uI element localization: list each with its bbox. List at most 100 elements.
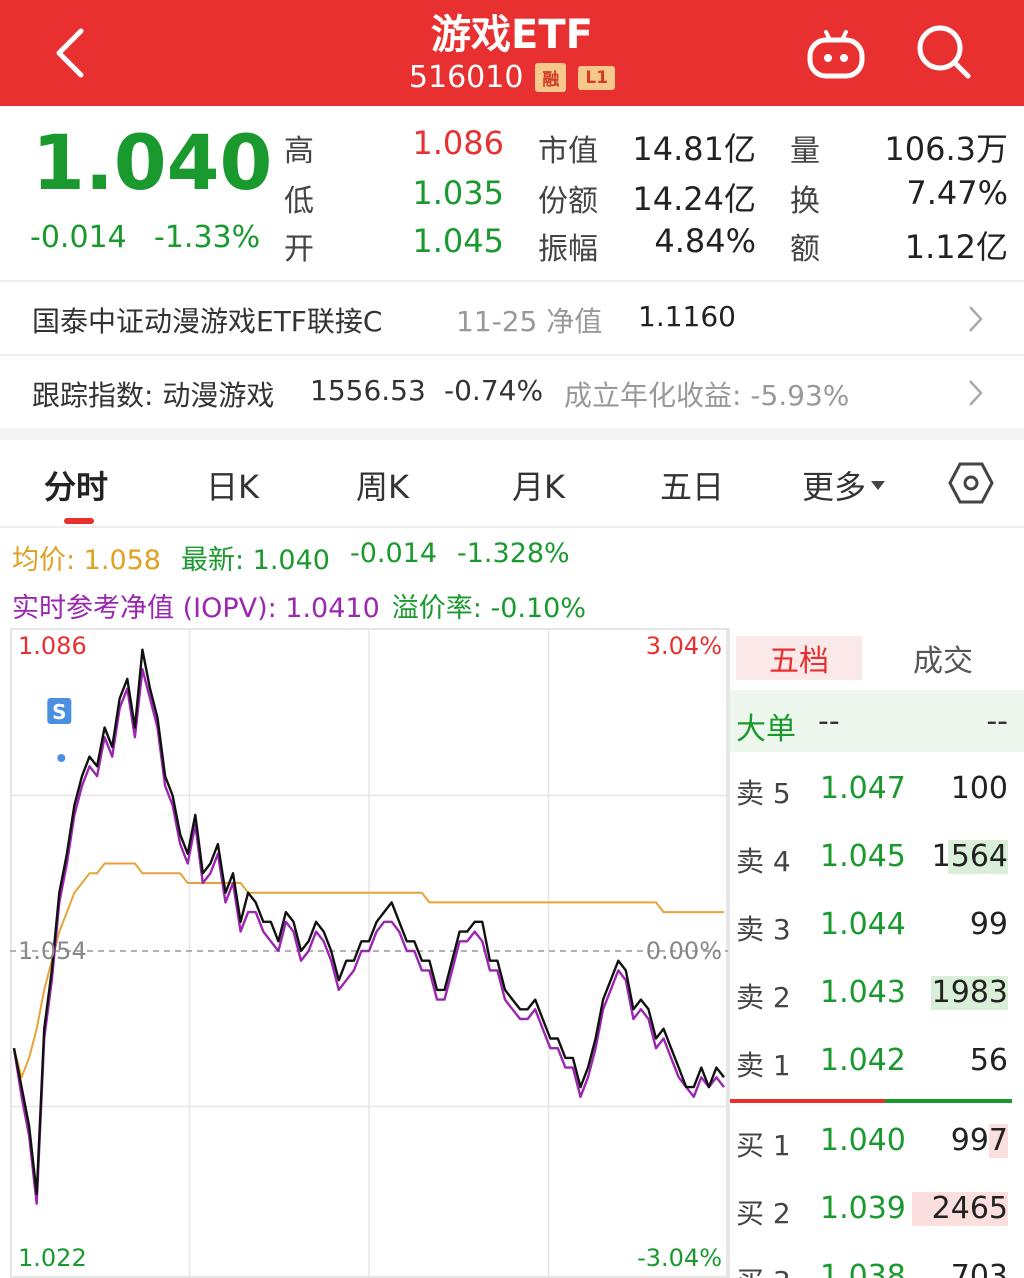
chevron-right-icon — [966, 304, 984, 338]
pct-bottom-label: -3.04% — [637, 1244, 722, 1272]
series-line-price — [12, 648, 725, 1196]
big-order-value-1: -- — [818, 704, 840, 739]
annual-return: 成立年化收益: -5.93% — [564, 379, 850, 412]
code-row: 516010 融 L1 — [0, 60, 1024, 95]
bid-ask-separator — [730, 1099, 1012, 1103]
robot-icon[interactable] — [804, 22, 868, 82]
open-label: 开 — [284, 232, 314, 267]
iopv-value: 实时参考净值 (IOPV): 1.0410 — [12, 593, 380, 624]
tab-monthly-k[interactable]: 月K — [512, 468, 565, 506]
back-arrow-icon[interactable] — [40, 18, 100, 88]
index-value: 1556.53 — [310, 374, 426, 407]
bid-level-row: 买 3 1.038 703 — [730, 1248, 1024, 1278]
ask-level-row: 卖 2 1.043 1983 — [730, 964, 1024, 1024]
ask-level-price: 1.044 — [820, 907, 906, 942]
divider — [0, 354, 1024, 356]
ask-level-row: 卖 4 1.045 1564 — [730, 828, 1024, 888]
ask-level-volume: 56 — [969, 1043, 1008, 1078]
intraday-chart[interactable]: 1.086 3.04% 1.054 0.00% 1.022 -3.04% S — [10, 628, 728, 1278]
y-top-label: 1.086 — [18, 632, 87, 660]
divider — [0, 280, 1024, 282]
big-order-label: 大单 — [736, 712, 796, 747]
big-order-value-2: -- — [986, 704, 1008, 739]
iopv-info-line: 实时参考净值 (IOPV): 1.0410 溢价率: -0.10% — [12, 586, 586, 625]
bid-volume-bar — [912, 1192, 1008, 1226]
ask-level-label: 卖 5 — [736, 777, 791, 810]
sell-marker-dot — [57, 754, 66, 762]
ask-volume-bar — [931, 976, 1008, 1010]
search-icon[interactable] — [912, 20, 976, 84]
ask-level-price: 1.043 — [820, 975, 906, 1010]
series-line-avg — [13, 862, 724, 1079]
chevron-right-icon — [966, 378, 984, 412]
series-line-iopv — [12, 668, 725, 1205]
ask-volume-bar — [948, 840, 1008, 874]
high-label: 高 — [284, 134, 314, 169]
ask-level-label: 卖 4 — [736, 845, 791, 878]
index-label: 跟踪指数: 动漫游戏 — [32, 379, 275, 412]
page-title: 游戏ETF — [431, 12, 593, 58]
amplitude-value: 4.84% — [654, 222, 756, 260]
intraday-info-line: 均价: 1.058 最新: 1.040 -0.014 -1.328% — [12, 538, 570, 577]
hexagon-settings-icon[interactable] — [948, 460, 994, 510]
tab-trades[interactable]: 成交 — [913, 644, 973, 679]
ask-level-volume: 100 — [950, 771, 1008, 806]
y-mid-label: 1.054 — [18, 937, 87, 965]
stock-code: 516010 — [408, 60, 524, 95]
market-cap-label: 市值 — [538, 134, 598, 169]
tab-more-label: 更多 — [802, 468, 867, 506]
low-value: 1.035 — [412, 174, 504, 212]
ask-level-row: 卖 3 1.044 99 — [730, 896, 1024, 956]
amount-value: 1.12亿 — [904, 228, 1008, 266]
top-bar — [0, 0, 1024, 106]
fund-nav-label: 11-25 净值 — [456, 305, 603, 338]
big-order-row: 大单 -- -- — [730, 690, 1024, 752]
latest-change-pct: -1.328% — [457, 538, 570, 569]
tab-order-book[interactable]: 五档 — [736, 636, 862, 680]
fund-nav-value: 1.1160 — [638, 300, 736, 333]
ask-level-volume: 1983 — [931, 975, 1008, 1010]
bid-level-volume: 703 — [950, 1259, 1008, 1278]
premium-rate: 溢价率: -0.10% — [391, 593, 586, 624]
tab-weekly-k[interactable]: 周K — [356, 468, 409, 506]
ask-level-row: 卖 5 1.047 100 — [730, 760, 1024, 820]
bid-level-label: 买 1 — [736, 1129, 791, 1162]
low-label: 低 — [284, 184, 314, 219]
bid-volume-bar — [989, 1124, 1008, 1158]
bid-level-price: 1.039 — [820, 1191, 906, 1226]
pct-mid-label: 0.00% — [646, 937, 722, 965]
volume-value: 106.3万 — [884, 130, 1008, 168]
bid-level-price: 1.038 — [820, 1259, 906, 1278]
tab-five-day[interactable]: 五日 — [660, 468, 725, 506]
level-badge: L1 — [578, 65, 616, 90]
tracking-index-row[interactable]: 跟踪指数: 动漫游戏 1556.53 -0.74% 成立年化收益: -5.93% — [0, 356, 1024, 428]
y-bottom-label: 1.022 — [18, 1244, 87, 1272]
sell-marker-badge — [47, 698, 72, 724]
ask-level-label: 卖 2 — [736, 981, 791, 1014]
shares-value: 14.24亿 — [632, 180, 756, 218]
bid-level-volume: 997 — [950, 1123, 1008, 1158]
ask-level-label: 卖 3 — [736, 913, 791, 946]
divider — [728, 628, 730, 1278]
ask-level-label: 卖 1 — [736, 1049, 791, 1082]
linked-fund-row[interactable]: 国泰中证动漫游戏ETF联接C 11-25 净值 1.1160 — [0, 282, 1024, 354]
tab-daily-k[interactable]: 日K — [206, 468, 259, 506]
tab-intraday[interactable]: 分时 — [44, 468, 109, 506]
shares-label: 份额 — [538, 184, 598, 219]
pct-top-label: 3.04% — [646, 632, 722, 660]
latest-price: 最新: 1.040 — [180, 545, 330, 576]
open-value: 1.045 — [412, 222, 504, 260]
latest-change: -0.014 — [349, 538, 438, 569]
bid-level-label: 买 3 — [736, 1260, 791, 1278]
market-cap-value: 14.81亿 — [632, 130, 756, 168]
active-tab-indicator — [64, 518, 94, 524]
bid-level-row: 买 2 1.039 2465 — [730, 1180, 1024, 1240]
tab-more[interactable]: 更多 — [802, 462, 886, 508]
volume-label: 量 — [790, 134, 820, 169]
bid-level-price: 1.040 — [820, 1123, 906, 1158]
intraday-chart-svg: 1.086 3.04% 1.054 0.00% 1.022 -3.04% S — [10, 628, 728, 1278]
last-price: 1.040 — [32, 118, 273, 207]
high-value: 1.086 — [412, 124, 504, 162]
price-change-pct: -1.33% — [154, 220, 261, 255]
order-book-levels: 卖 5 1.047 100 卖 4 1.045 1564 卖 3 1.044 99 卖 2 1.04… — [730, 0, 1024, 1278]
